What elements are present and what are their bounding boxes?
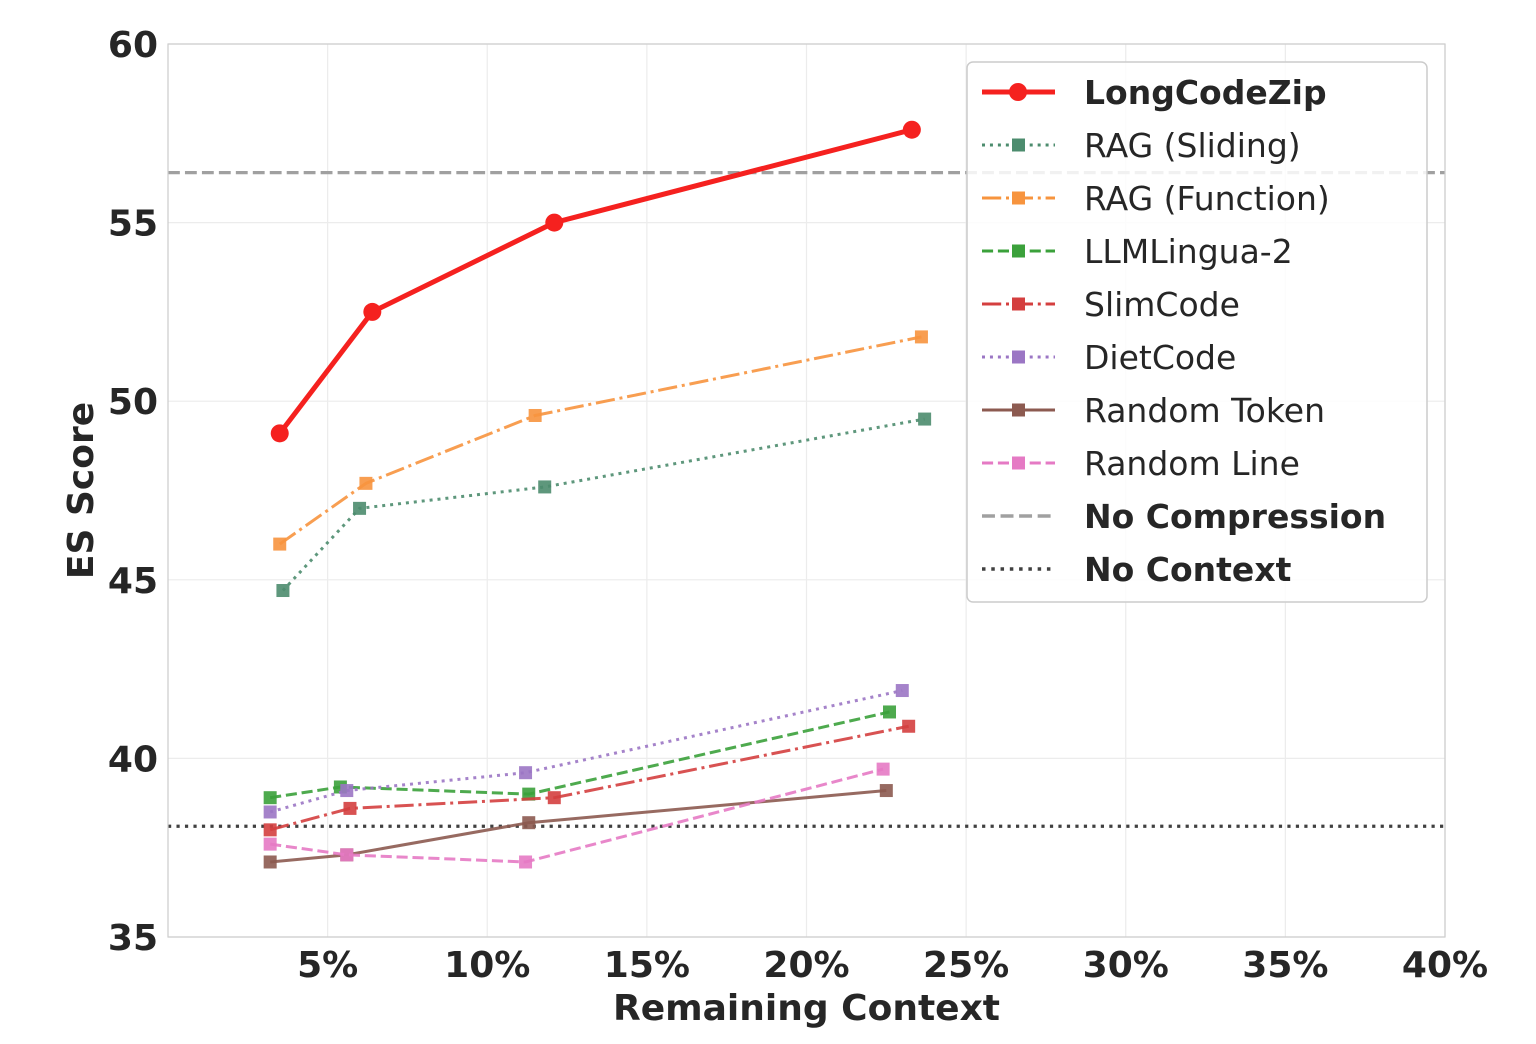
legend-entry-dietcode: DietCode (982, 338, 1236, 377)
legend-swatch-marker (1009, 83, 1027, 101)
data-point-rag-function (914, 330, 928, 344)
data-point-slimcode (547, 791, 561, 805)
series-line-random-token (270, 789, 887, 864)
x-tick-label: 40% (1402, 945, 1488, 986)
data-point-random-line (340, 848, 354, 862)
data-point-random-line (519, 855, 533, 869)
series-rag-sliding (276, 412, 932, 598)
legend-entry-rag-function: RAG (Function) (982, 179, 1330, 218)
series-group (263, 120, 932, 869)
y-tick-label: 35 (108, 918, 158, 959)
data-point-longcodezip (545, 213, 564, 232)
data-point-rag-function (273, 537, 287, 551)
x-tick-label: 30% (1083, 945, 1169, 986)
series-line-random-line (269, 767, 884, 864)
legend: LongCodeZip RAG (Sliding) RAG (Function) LL… (966, 61, 1428, 603)
y-tick-label: 55 (108, 204, 158, 245)
legend-swatch-marker (1012, 403, 1025, 417)
data-point-llmlingua-2 (263, 791, 277, 805)
x-axis-label: Remaining Context (613, 988, 1000, 1029)
data-point-random-token (263, 855, 277, 869)
data-point-rag-sliding (353, 501, 367, 515)
data-point-rag-sliding (538, 480, 552, 494)
data-point-longcodezip (363, 302, 382, 321)
legend-entry-rag-sliding: RAG (Sliding) (982, 126, 1301, 165)
legend-entry-random-line: Random Line (982, 444, 1300, 483)
y-tick-label: 45 (108, 561, 158, 602)
tick-labels: 5% 10% 15% 20% 25% 30% 35% 40% 35 40 45 50 55 60 (108, 25, 1488, 986)
y-axis-label: ES Score (61, 402, 102, 579)
data-point-dietcode (263, 805, 277, 819)
legend-entry-random-token: Random Token (982, 391, 1325, 430)
legend-entry-no-compression: No Compression (982, 497, 1386, 536)
legend-entry-longcodezip: LongCodeZip (982, 73, 1327, 112)
series-random-line (263, 762, 890, 869)
series-line-slimcode (269, 724, 909, 832)
legend-swatch-marker (1012, 244, 1025, 258)
legend-label: No Context (1084, 550, 1292, 589)
series-line-dietcode (269, 689, 903, 814)
legend-swatch-marker (1012, 350, 1025, 364)
data-point-random-token (879, 784, 893, 798)
legend-swatch-marker (1012, 191, 1025, 205)
series-line-rag-sliding (281, 417, 925, 592)
x-tick-label: 25% (923, 945, 1009, 986)
x-tick-label: 20% (763, 945, 849, 986)
legend-label: No Compression (1084, 497, 1386, 536)
data-point-slimcode (902, 719, 916, 733)
data-point-longcodezip (270, 424, 289, 443)
legend-label: RAG (Function) (1084, 179, 1330, 218)
data-point-dietcode (519, 766, 533, 780)
data-point-rag-sliding (276, 584, 290, 598)
data-point-rag-sliding (918, 412, 932, 426)
data-point-longcodezip (902, 120, 921, 139)
legend-label: RAG (Sliding) (1084, 126, 1301, 165)
x-tick-label: 15% (604, 945, 690, 986)
legend-box (966, 61, 1428, 603)
data-point-slimcode (263, 823, 277, 837)
legend-label: LongCodeZip (1084, 73, 1327, 112)
x-tick-label: 10% (444, 945, 530, 986)
legend-label: SlimCode (1084, 285, 1240, 324)
plot-frame (167, 43, 1446, 938)
legend-label: DietCode (1084, 338, 1236, 377)
y-tick-label: 40 (108, 739, 158, 780)
x-tick-label: 5% (297, 945, 358, 986)
legend-entry-slimcode: SlimCode (982, 285, 1240, 324)
legend-label: LLMLingua-2 (1084, 232, 1293, 271)
data-point-slimcode (343, 801, 357, 815)
legend-entry-no-context: No Context (982, 550, 1292, 589)
data-point-random-line (263, 837, 277, 851)
legend-label: Random Line (1084, 444, 1300, 483)
x-tick-label: 35% (1242, 945, 1328, 986)
y-tick-label: 50 (108, 382, 158, 423)
y-tick-label: 60 (108, 25, 158, 66)
data-point-dietcode (340, 784, 354, 798)
series-longcodezip (270, 120, 921, 443)
series-dietcode (263, 684, 909, 819)
data-point-dietcode (895, 684, 909, 698)
data-point-rag-function (359, 476, 373, 490)
reference-lines (168, 170, 1445, 828)
series-rag-function (273, 330, 928, 551)
series-line-llmlingua-2 (269, 710, 890, 800)
legend-swatch-marker (1012, 297, 1025, 311)
legend-label: Random Token (1084, 391, 1325, 430)
legend-swatch-marker (1012, 138, 1025, 152)
series-llmlingua-2 (263, 705, 897, 805)
data-point-random-token (522, 816, 536, 830)
series-slimcode (263, 719, 916, 837)
legend-entry-llmlingua-2: LLMLingua-2 (982, 232, 1293, 271)
legend-swatch-marker (1012, 456, 1025, 470)
data-point-rag-function (528, 408, 542, 422)
data-point-llmlingua-2 (883, 705, 897, 719)
series-line-longcodezip (277, 127, 913, 435)
series-line-rag-function (278, 335, 922, 546)
data-point-random-line (876, 762, 890, 776)
